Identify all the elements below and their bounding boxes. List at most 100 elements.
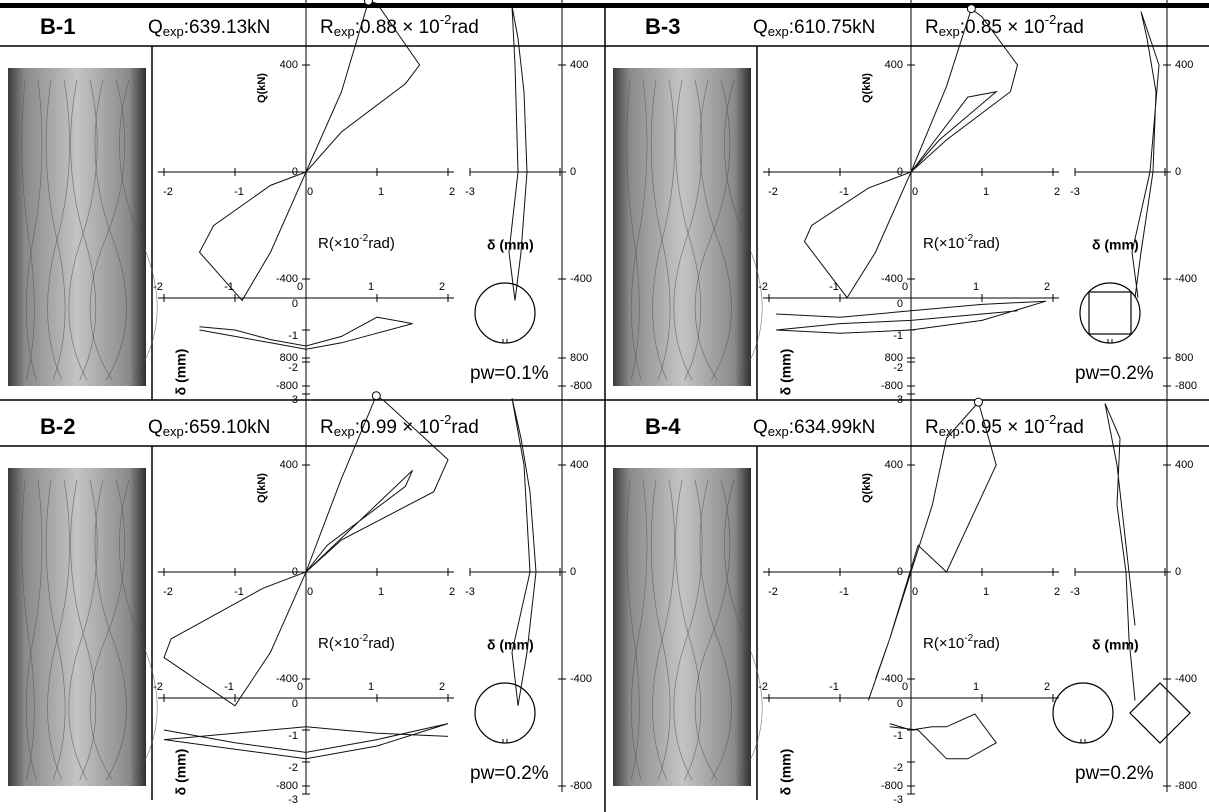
panel: B-4Qexp:634.99kNRexp:0.95 × 10-2rad-2-10… bbox=[605, 352, 1209, 806]
side-curve bbox=[509, 6, 527, 300]
superscript: -2 bbox=[1045, 412, 1057, 427]
bottom-y-tick-label: -1 bbox=[288, 730, 298, 742]
bottom-x-tick-label: 0 bbox=[297, 681, 303, 693]
x-tick-label: -1 bbox=[234, 586, 244, 598]
side-x-label: δ (mm) bbox=[1092, 637, 1139, 653]
bottom-y-label: δ (mm) bbox=[778, 749, 794, 796]
side-y-tick-label: -400 bbox=[570, 673, 592, 685]
panel: B-1Qexp:639.13kNRexp:0.88 × 10-2rad-2-10… bbox=[0, 0, 605, 406]
y-tick-label: 400 bbox=[885, 59, 903, 71]
side-curve bbox=[1105, 403, 1135, 700]
symbol: R bbox=[925, 417, 939, 438]
bottom-x-tick-label: 0 bbox=[902, 681, 908, 693]
side-y-tick-label: -800 bbox=[570, 780, 592, 792]
symbol: Q bbox=[753, 17, 768, 38]
text: R(×10 bbox=[318, 635, 359, 652]
subscript: exp bbox=[163, 24, 184, 39]
superscript: -2 bbox=[440, 412, 452, 427]
r-exp: Rexp:0.85 × 10-2rad bbox=[925, 12, 1084, 39]
x-tick-label: -2 bbox=[768, 186, 778, 198]
hysteresis-curve bbox=[868, 402, 996, 700]
y-axis-label: Q(kN) bbox=[256, 473, 268, 503]
pw-label: pw=0.2% bbox=[470, 763, 549, 784]
side-y-tick-label: 0 bbox=[1175, 166, 1181, 178]
panel-label: B-4 bbox=[645, 414, 681, 439]
x-tick-label: 2 bbox=[1054, 186, 1060, 198]
value: :634.99kN bbox=[789, 417, 876, 438]
bottom-y-label: δ (mm) bbox=[173, 749, 189, 796]
superscript: -2 bbox=[1045, 12, 1057, 27]
bottom-x-tick-label: 1 bbox=[368, 281, 374, 293]
value: :0.99 × 10 bbox=[355, 417, 440, 438]
x-tick-label: -2 bbox=[768, 586, 778, 598]
q-exp: Qexp:634.99kN bbox=[753, 417, 875, 439]
side-x-tick-label: -3 bbox=[1070, 586, 1080, 598]
x-tick-label: 2 bbox=[449, 586, 455, 598]
x-tick-label: 2 bbox=[449, 186, 455, 198]
side-x-tick-label: -3 bbox=[465, 186, 475, 198]
y-tick-label: -400 bbox=[881, 273, 903, 285]
y-tick-label: -400 bbox=[276, 673, 298, 685]
y-tick-label: 400 bbox=[280, 59, 298, 71]
bottom-x-tick-label: 2 bbox=[439, 681, 445, 693]
text: R(×10 bbox=[318, 235, 359, 252]
text: rad) bbox=[368, 235, 395, 252]
specimen-photo bbox=[8, 68, 146, 386]
bottom-x-tick-label: -1 bbox=[829, 681, 839, 693]
section-circle bbox=[475, 683, 535, 743]
value: :659.10kN bbox=[184, 417, 271, 438]
subscript: exp bbox=[768, 24, 789, 39]
section-circle bbox=[475, 283, 535, 343]
bottom-y-tick-label: -3 bbox=[893, 394, 903, 406]
side-y-tick-label: 0 bbox=[570, 566, 576, 578]
bottom-x-tick-label: 2 bbox=[1044, 281, 1050, 293]
side-y-tick-label: 400 bbox=[1175, 59, 1193, 71]
symbol: Q bbox=[148, 17, 163, 38]
peak-marker bbox=[372, 392, 380, 400]
y-tick-label: -800 bbox=[276, 380, 298, 392]
value: :0.95 × 10 bbox=[960, 417, 1045, 438]
peak-marker bbox=[364, 0, 372, 5]
section-circle bbox=[1053, 683, 1113, 743]
side-y-tick-label: -800 bbox=[1175, 380, 1197, 392]
y-axis-label: Q(kN) bbox=[861, 73, 873, 103]
y-axis-label: Q(kN) bbox=[256, 73, 268, 103]
bottom-x-tick-label: -1 bbox=[829, 281, 839, 293]
section-diamond bbox=[1130, 683, 1190, 743]
q-exp: Qexp:639.13kN bbox=[148, 17, 270, 39]
value: :0.85 × 10 bbox=[960, 17, 1045, 38]
x-axis-label: R(×10-2rad) bbox=[923, 233, 1000, 252]
y-tick-label: 800 bbox=[280, 352, 298, 364]
subscript: exp bbox=[768, 424, 789, 439]
side-y-tick-label: -800 bbox=[1175, 780, 1197, 792]
bottom-x-tick-label: 1 bbox=[368, 681, 374, 693]
bottom-curve bbox=[890, 714, 997, 759]
unit: rad bbox=[451, 417, 478, 438]
specimen-photo bbox=[613, 68, 751, 386]
bottom-y-tick-label: 0 bbox=[897, 698, 903, 710]
bottom-x-tick-label: 0 bbox=[902, 281, 908, 293]
symbol: R bbox=[320, 17, 334, 38]
bottom-x-tick-label: 2 bbox=[439, 281, 445, 293]
bottom-y-tick-label: -3 bbox=[288, 794, 298, 806]
side-y-tick-label: 400 bbox=[570, 459, 588, 471]
y-tick-label: 400 bbox=[885, 459, 903, 471]
panel-label: B-2 bbox=[40, 414, 75, 439]
peak-marker bbox=[967, 5, 975, 13]
side-y-tick-label: 0 bbox=[1175, 566, 1181, 578]
side-y-tick-label: 800 bbox=[1175, 352, 1193, 364]
x-axis-label: R(×10-2rad) bbox=[923, 633, 1000, 652]
x-tick-label: 0 bbox=[912, 586, 918, 598]
bottom-x-tick-label: 1 bbox=[973, 681, 979, 693]
x-axis-label: R(×10-2rad) bbox=[318, 233, 395, 252]
superscript: -2 bbox=[440, 12, 452, 27]
panel: B-3Qexp:610.75kNRexp:0.85 × 10-2rad-2-10… bbox=[605, 0, 1209, 406]
side-y-tick-label: 800 bbox=[570, 352, 588, 364]
x-tick-label: 1 bbox=[983, 586, 989, 598]
x-tick-label: -1 bbox=[234, 186, 244, 198]
text: R(×10 bbox=[923, 235, 964, 252]
bottom-x-tick-label: -2 bbox=[153, 281, 163, 293]
text: rad) bbox=[368, 635, 395, 652]
panel-label: B-1 bbox=[40, 14, 75, 39]
